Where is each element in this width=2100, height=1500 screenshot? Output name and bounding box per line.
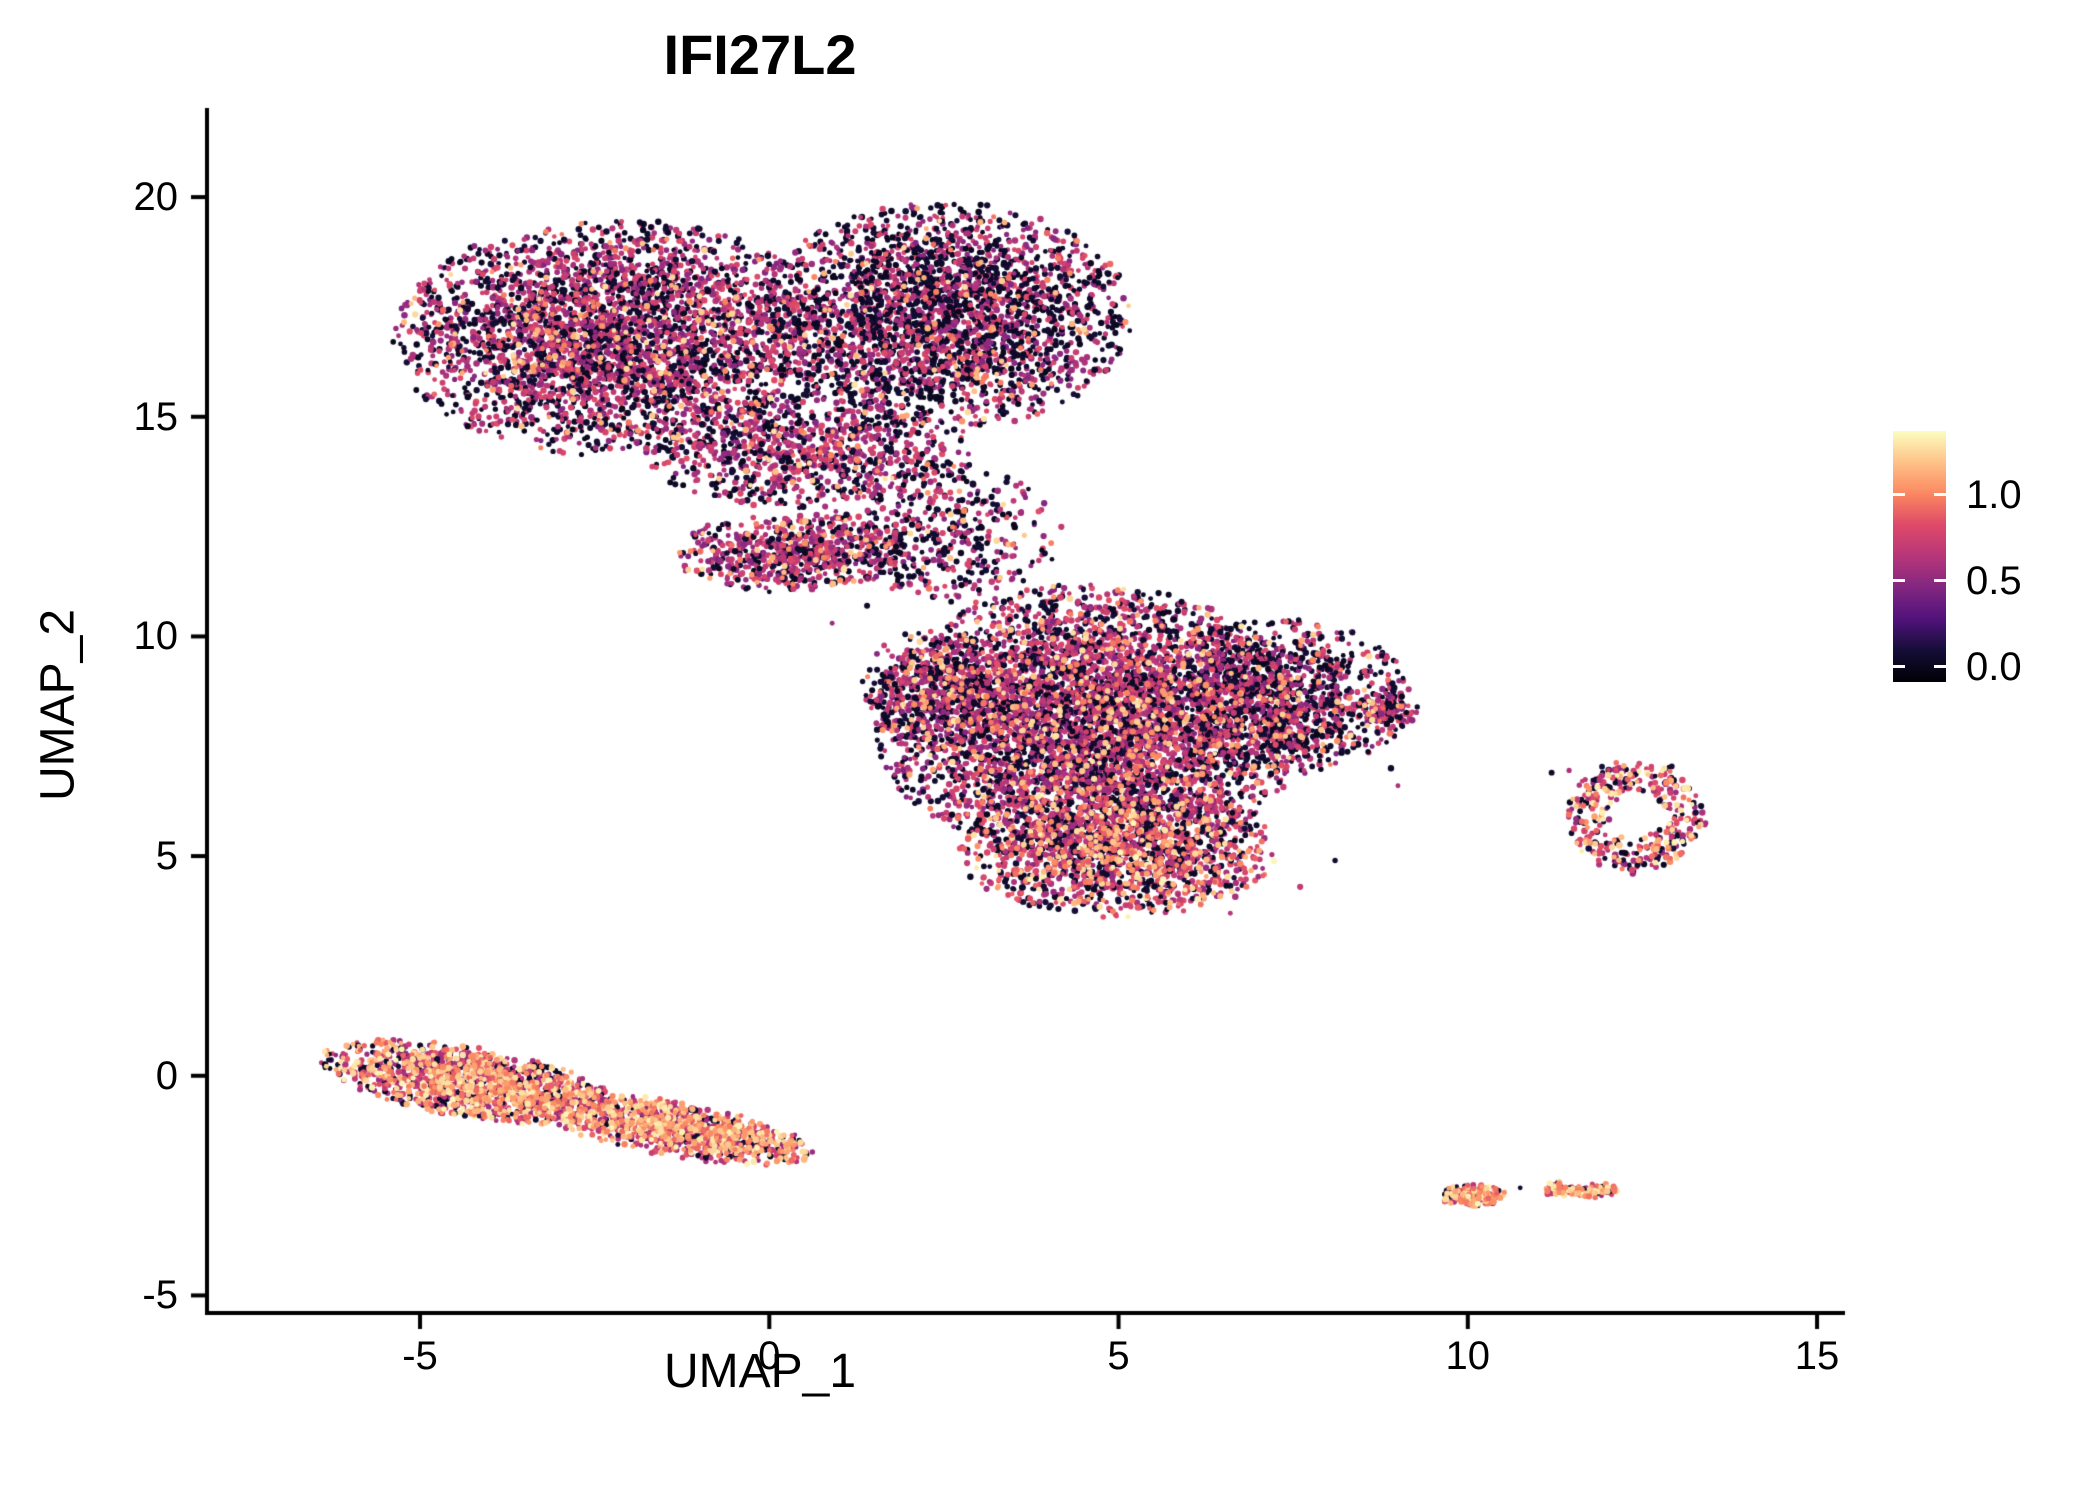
y-tick-label: 15 — [133, 394, 179, 439]
y-axis-label: UMAP_2 — [31, 608, 85, 802]
colorbar-tick-mark — [1893, 665, 1905, 669]
plot-title: IFI27L2 — [663, 23, 857, 86]
y-tick-label: 10 — [133, 614, 179, 659]
x-tick-label: 0 — [758, 1334, 781, 1378]
colorbar-tick-mark — [1893, 579, 1905, 583]
y-tick-label: 5 — [155, 834, 178, 879]
colorbar-tick-mark — [1934, 493, 1946, 497]
colorbar-tick-label: 0.5 — [1966, 558, 2022, 603]
x-tick-label: 15 — [1794, 1334, 1840, 1378]
colorbar-tick-mark — [1893, 493, 1905, 497]
y-tick-label: 20 — [133, 175, 179, 220]
y-tick-label: -5 — [142, 1273, 178, 1318]
colorbar — [1893, 431, 1946, 682]
x-tick-label: 5 — [1107, 1334, 1130, 1378]
x-axis-label: UMAP_1 — [663, 1345, 857, 1398]
colorbar-tick-label: 0.0 — [1966, 644, 2022, 689]
colorbar-tick-mark — [1934, 579, 1946, 583]
x-tick-label: 10 — [1445, 1334, 1491, 1378]
x-tick-label: -5 — [402, 1334, 438, 1378]
colorbar-tick-mark — [1934, 665, 1946, 669]
colorbar-tick-label: 1.0 — [1966, 472, 2022, 517]
y-tick-label: 0 — [155, 1053, 178, 1098]
